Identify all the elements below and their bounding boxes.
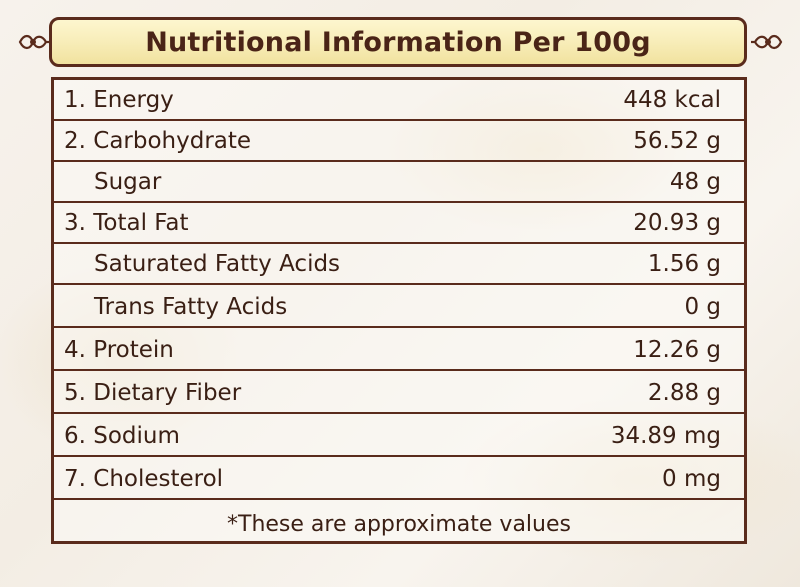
table-row-sodium: 6. Sodium 34.89 mg [54, 416, 744, 457]
row-label: 4. Protein [64, 336, 174, 363]
nutrition-table: 1. Energy 448 kcal 2. Carbohydrate 56.52… [51, 77, 747, 544]
row-label: 2. Carbohydrate [64, 127, 252, 154]
row-label: 7. Cholesterol [64, 465, 224, 492]
row-label: 5. Dietary Fiber [64, 379, 242, 406]
table-row-protein: 4. Protein 12.26 g [54, 330, 744, 371]
footnote: *These are approximate values [227, 511, 571, 537]
row-label: 1. Energy [64, 86, 174, 113]
row-value: 0 mg [662, 465, 721, 492]
row-value: 448 kcal [623, 86, 721, 113]
row-value: 0 g [684, 293, 721, 320]
table-row-cholesterol: 7. Cholesterol 0 mg [54, 459, 744, 500]
table-row-energy: 1. Energy 448 kcal [54, 80, 744, 121]
table-row-carbohydrate: 2. Carbohydrate 56.52 g [54, 121, 744, 162]
row-label: 6. Sodium [64, 422, 180, 449]
row-label: 3. Total Fat [64, 209, 189, 236]
row-value: 1.56 g [647, 250, 721, 277]
row-value: 56.52 g [633, 127, 721, 154]
row-value: 2.88 g [647, 379, 721, 406]
table-row-dietary-fiber: 5. Dietary Fiber 2.88 g [54, 373, 744, 414]
row-value: 48 g [669, 168, 721, 195]
table-row-saturated-fatty-acids: Saturated Fatty Acids 1.56 g [54, 244, 744, 285]
table-row-total-fat: 3. Total Fat 20.93 g [54, 203, 744, 244]
row-value: 34.89 mg [610, 422, 721, 449]
row-value: 12.26 g [633, 336, 721, 363]
table-row-trans-fatty-acids: Trans Fatty Acids 0 g [54, 287, 744, 328]
right-ornament-icon [751, 34, 783, 50]
table-row-sugar: Sugar 48 g [54, 162, 744, 203]
title-banner: Nutritional Information Per 100g [49, 17, 747, 67]
row-label: Sugar [94, 168, 162, 195]
row-value: 20.93 g [633, 209, 721, 236]
left-ornament-icon [18, 34, 50, 50]
page-title: Nutritional Information Per 100g [145, 26, 651, 58]
row-label: Saturated Fatty Acids [94, 250, 341, 277]
row-label: Trans Fatty Acids [94, 293, 288, 320]
